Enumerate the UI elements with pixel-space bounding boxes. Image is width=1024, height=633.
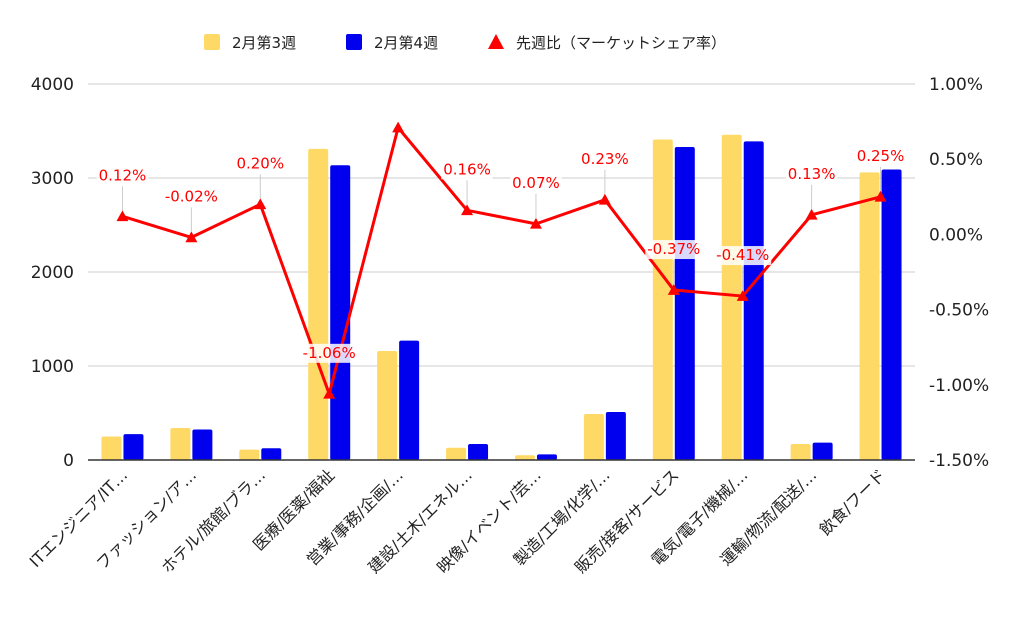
category-label: 飲食/フード — [816, 465, 890, 539]
data-label: 0.25% — [857, 147, 905, 165]
bar-week3 — [583, 413, 604, 460]
gridlines — [88, 83, 915, 367]
left-tick-label: 3000 — [31, 169, 74, 189]
bar-week4 — [881, 169, 902, 461]
left-tick-label: 2000 — [31, 263, 74, 283]
data-label: 0.16% — [443, 160, 491, 178]
bar-week3 — [514, 455, 535, 460]
bar-week4 — [261, 448, 282, 460]
data-label: -1.06% — [303, 344, 356, 362]
bar-week4 — [330, 165, 351, 460]
legend: 2月第3週 2月第4週 先週比（マーケットシェア率） — [204, 34, 726, 52]
share-line — [116, 121, 887, 399]
bar-week4 — [468, 444, 489, 460]
right-tick-label: -0.50% — [929, 301, 989, 321]
left-tick-label: 0 — [63, 451, 74, 471]
legend-label: 2月第3週 — [232, 34, 296, 52]
bar-week4 — [674, 146, 695, 461]
share-marker — [116, 210, 129, 222]
legend-swatch — [204, 34, 220, 50]
right-y-axis: -1.50% -1.00% -0.50% 0.00% 0.50% 1.00% — [929, 75, 989, 471]
label-background — [579, 149, 631, 169]
share-marker — [874, 190, 887, 202]
right-tick-label: -1.50% — [929, 451, 989, 471]
right-tick-label: 0.50% — [929, 150, 983, 170]
share-marker — [323, 387, 336, 399]
bar-week4 — [123, 434, 144, 460]
x-axis-categories: ITエンジニア/IT…ファッション/ア…ホテル/旅館/ブラ…医療/医薬/福祉営業… — [26, 465, 890, 577]
bar-week3 — [859, 172, 880, 461]
bars — [101, 134, 902, 461]
label-background — [96, 166, 149, 186]
right-tick-label: 1.00% — [929, 75, 983, 95]
bar-week3 — [377, 350, 398, 460]
share-marker — [805, 208, 818, 220]
data-label: 0.23% — [581, 150, 629, 168]
share-marker — [736, 290, 749, 301]
bar-week4 — [812, 442, 833, 460]
data-label: -0.02% — [165, 187, 218, 205]
label-background — [162, 187, 220, 207]
share-marker — [667, 284, 680, 295]
legend-label: 先週比（マーケットシェア率） — [516, 34, 726, 52]
bar-week3 — [790, 444, 811, 460]
left-tick-label: 4000 — [31, 75, 74, 95]
label-background — [441, 160, 493, 180]
bar-week3 — [101, 436, 122, 460]
label-background — [234, 154, 287, 174]
data-labels: 0.12% -0.02% 0.20% -1.06% 0.16% 0.07% 0.23% -0.… — [96, 146, 907, 388]
data-label: 0.12% — [99, 166, 147, 184]
label-background — [714, 246, 772, 266]
bar-week3 — [308, 148, 329, 461]
legend-swatch — [346, 34, 362, 50]
label-background — [645, 240, 703, 260]
bar-week3 — [652, 139, 673, 460]
label-background — [854, 146, 907, 166]
share-marker — [254, 198, 267, 210]
data-label: 0.13% — [788, 165, 836, 183]
bar-week3 — [239, 449, 260, 460]
share-marker — [185, 231, 198, 243]
label-background — [510, 173, 562, 193]
bar-week3 — [170, 428, 191, 460]
bar-week4 — [536, 454, 557, 460]
legend-label: 2月第4週 — [374, 34, 438, 52]
data-label: -0.41% — [716, 246, 769, 264]
right-tick-label: -1.00% — [929, 376, 989, 396]
bar-week4 — [605, 412, 626, 460]
label-background — [300, 343, 358, 363]
data-label: 0.07% — [512, 174, 560, 192]
bar-week4 — [192, 429, 213, 460]
bar-week3 — [446, 447, 467, 460]
share-marker — [461, 204, 474, 216]
share-line-path — [122, 126, 881, 396]
right-tick-label: 0.00% — [929, 225, 983, 245]
data-label: -0.37% — [647, 240, 700, 258]
left-tick-label: 1000 — [31, 357, 74, 377]
bar-week4 — [743, 141, 764, 460]
label-background — [785, 164, 838, 184]
bar-week4 — [399, 340, 420, 460]
bar-week3 — [721, 134, 742, 460]
share-marker — [529, 217, 542, 229]
share-marker — [598, 193, 611, 205]
data-label: 0.20% — [236, 154, 284, 172]
left-y-axis: 0 1000 2000 3000 4000 — [31, 75, 74, 471]
share-marker — [392, 121, 405, 133]
legend-triangle-icon — [488, 34, 504, 49]
